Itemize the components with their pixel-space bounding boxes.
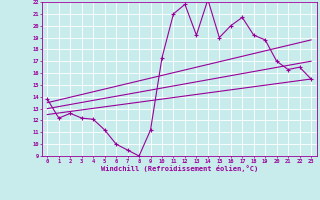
X-axis label: Windchill (Refroidissement éolien,°C): Windchill (Refroidissement éolien,°C)	[100, 165, 258, 172]
